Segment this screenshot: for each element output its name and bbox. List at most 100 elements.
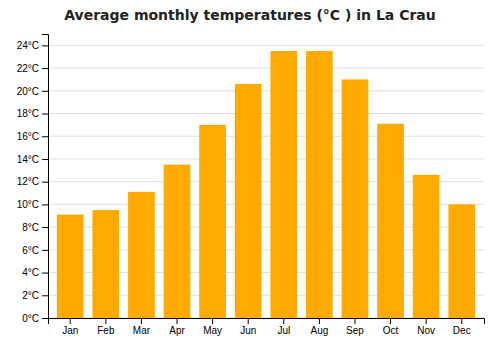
bar [199, 125, 226, 318]
tick-label: Nov [417, 325, 435, 336]
x-tick: Oct [383, 318, 399, 336]
y-tick: 8°C [22, 222, 48, 233]
grid-line [48, 136, 484, 137]
x-tick: Apr [169, 318, 185, 336]
y-tick: 16°C [17, 131, 48, 142]
grid-line [48, 90, 484, 91]
bar [57, 215, 84, 318]
x-tick: Jun [240, 318, 256, 336]
y-tick: 6°C [22, 245, 48, 256]
x-tick: Dec [453, 318, 471, 336]
tick-mark [42, 68, 48, 69]
tick-label: 10°C [17, 199, 39, 210]
bar [448, 204, 475, 318]
bar [413, 175, 440, 318]
y-tick: 20°C [17, 86, 48, 97]
title: Average monthly temperatures (°C ) in La… [64, 7, 436, 23]
tick-label: 6°C [22, 245, 39, 256]
tick-label: 0°C [22, 313, 39, 324]
bar [306, 51, 333, 318]
tick-mark [42, 227, 48, 228]
tick-mark [42, 91, 48, 92]
x-tick: Nov [417, 318, 435, 336]
y-tick: 18°C [17, 108, 48, 119]
y-tick: 22°C [17, 63, 48, 74]
tick-label: 14°C [17, 154, 39, 165]
grid-line [48, 113, 484, 114]
grid-line [48, 68, 484, 69]
bar [342, 79, 369, 318]
tick-label: Jul [277, 325, 290, 336]
tick-label: 12°C [17, 176, 39, 187]
tick-label: Feb [97, 325, 115, 336]
tick-label: 18°C [17, 108, 39, 119]
tick-mark [461, 318, 462, 324]
bar [235, 84, 262, 318]
tick-mark [42, 182, 48, 183]
axis-line [49, 319, 485, 325]
tick-mark [42, 250, 48, 251]
tick-label: 24°C [17, 40, 39, 51]
tick-label: 4°C [22, 267, 39, 278]
y-tick: 2°C [22, 290, 48, 301]
grid [48, 45, 484, 318]
chart: 0°C 2°C 4°C 6°C 8°C 10°C 12°C 14°C 16°C 18°C 20°C 2… [0, 0, 500, 350]
tick-mark [177, 318, 178, 324]
tick-mark [319, 318, 320, 324]
x-tick: May [203, 318, 222, 336]
tick-mark [42, 136, 48, 137]
bar [128, 192, 155, 318]
tick-label: May [203, 325, 222, 336]
tick-mark [42, 45, 48, 46]
tick-mark [70, 318, 71, 324]
tick-label: 20°C [17, 86, 39, 97]
tick-label: Aug [310, 325, 328, 336]
tick-label: Jun [240, 325, 256, 336]
tick-mark [42, 114, 48, 115]
y-tick: 0°C [22, 313, 48, 324]
y-tick: 24°C [17, 40, 48, 51]
tick-mark [248, 318, 249, 324]
bar [92, 210, 119, 318]
tick-label: Mar [133, 325, 151, 336]
tick-label: 16°C [17, 131, 39, 142]
x-tick: Sep [346, 318, 364, 336]
x-axis: Jan Feb Mar Apr May Jun Jul Aug Sep Oct Nov Dec [49, 318, 485, 336]
tick-mark [42, 273, 48, 274]
y-tick: 14°C [17, 154, 48, 165]
tick-mark [42, 318, 48, 319]
y-tick: 10°C [17, 199, 48, 210]
bar [270, 51, 297, 318]
y-tick: 4°C [22, 267, 48, 278]
tick-label: 22°C [17, 63, 39, 74]
x-tick: Jul [277, 318, 290, 336]
tick-mark [354, 318, 355, 324]
tick-mark [42, 159, 48, 160]
tick-label: Oct [383, 325, 399, 336]
tick-mark [42, 295, 48, 296]
x-tick: Feb [97, 318, 115, 336]
tick-label: Jan [62, 325, 78, 336]
bar [164, 165, 191, 318]
y-axis: 0°C 2°C 4°C 6°C 8°C 10°C 12°C 14°C 16°C 18°C 20°C 2… [17, 35, 49, 324]
tick-label: 2°C [22, 290, 39, 301]
grid-line [48, 45, 484, 46]
y-tick: 12°C [17, 176, 48, 187]
tick-mark [42, 204, 48, 205]
grid-line [48, 158, 484, 159]
tick-mark [390, 318, 391, 324]
bar [377, 124, 404, 318]
x-tick: Mar [133, 318, 151, 336]
tick-mark [426, 318, 427, 324]
bars [57, 51, 475, 318]
tick-mark [212, 318, 213, 324]
tick-mark [105, 318, 106, 324]
tick-label: Sep [346, 325, 364, 336]
plot: 0°C 2°C 4°C 6°C 8°C 10°C 12°C 14°C 16°C 18°C 20°C 2… [17, 35, 485, 337]
tick-mark [283, 318, 284, 324]
tick-mark [141, 318, 142, 324]
tick-label: Dec [453, 325, 471, 336]
x-tick: Jan [62, 318, 78, 336]
x-tick: Aug [310, 318, 328, 336]
tick-label: Apr [169, 325, 185, 336]
